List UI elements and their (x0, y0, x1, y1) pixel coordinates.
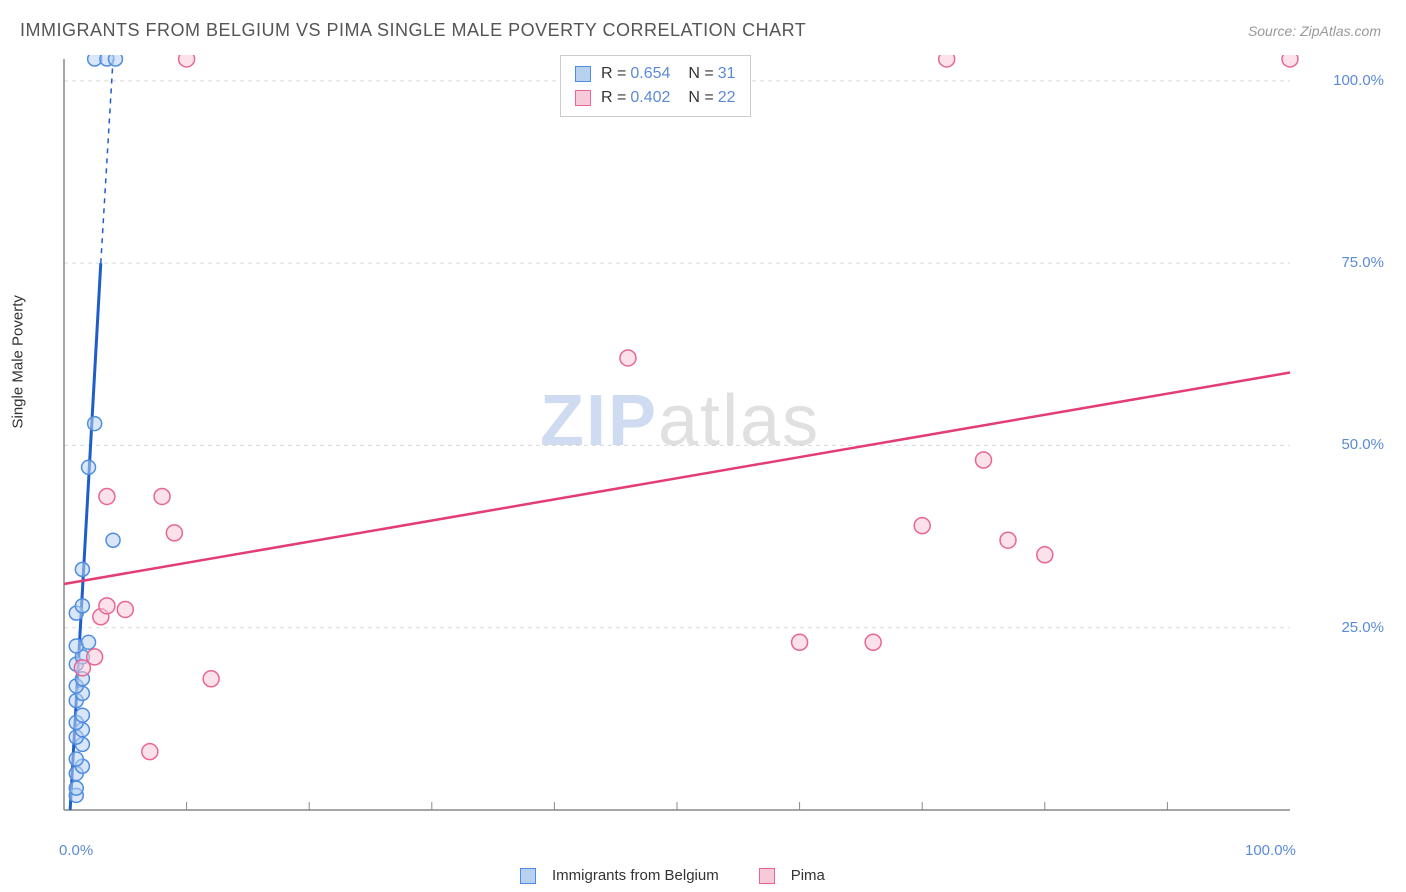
r-value-1: 0.654 (630, 65, 670, 83)
y-tick-25: 25.0% (1341, 619, 1384, 636)
n-value-1: 31 (718, 65, 736, 83)
bottom-label-2: Pima (791, 867, 825, 884)
y-tick-75: 75.0% (1341, 254, 1384, 271)
chart-container: IMMIGRANTS FROM BELGIUM VS PIMA SINGLE M… (0, 0, 1406, 892)
r-label-1: R = (601, 65, 626, 83)
legend-row-1: R = 0.654 N = 31 (575, 62, 736, 86)
legend-row-2: R = 0.402 N = 22 (575, 86, 736, 110)
bottom-swatch-1 (520, 868, 536, 884)
source-attribution: Source: ZipAtlas.com (1248, 23, 1381, 39)
legend-swatch-series2 (575, 90, 591, 106)
bottom-swatch-2 (759, 868, 775, 884)
watermark-zip: ZIP (540, 381, 658, 461)
bottom-label-1: Immigrants from Belgium (552, 867, 719, 884)
n-value-2: 22 (718, 89, 736, 107)
watermark: ZIPatlas (540, 380, 820, 462)
legend-swatch-series1 (575, 66, 591, 82)
r-label-2: R = (601, 89, 626, 107)
x-tick-100: 100.0% (1245, 842, 1296, 859)
stats-legend: R = 0.654 N = 31 R = 0.402 N = 22 (560, 55, 751, 117)
chart-title: IMMIGRANTS FROM BELGIUM VS PIMA SINGLE M… (20, 20, 806, 41)
bottom-legend: Immigrants from Belgium Pima (520, 867, 855, 884)
n-label-2: N = (688, 89, 713, 107)
x-tick-0: 0.0% (59, 842, 93, 859)
y-tick-50: 50.0% (1341, 436, 1384, 453)
y-axis-label: Single Male Poverty (10, 295, 27, 428)
n-label-1: N = (688, 65, 713, 83)
watermark-atlas: atlas (658, 381, 820, 461)
y-tick-100: 100.0% (1333, 72, 1384, 89)
r-value-2: 0.402 (630, 89, 670, 107)
